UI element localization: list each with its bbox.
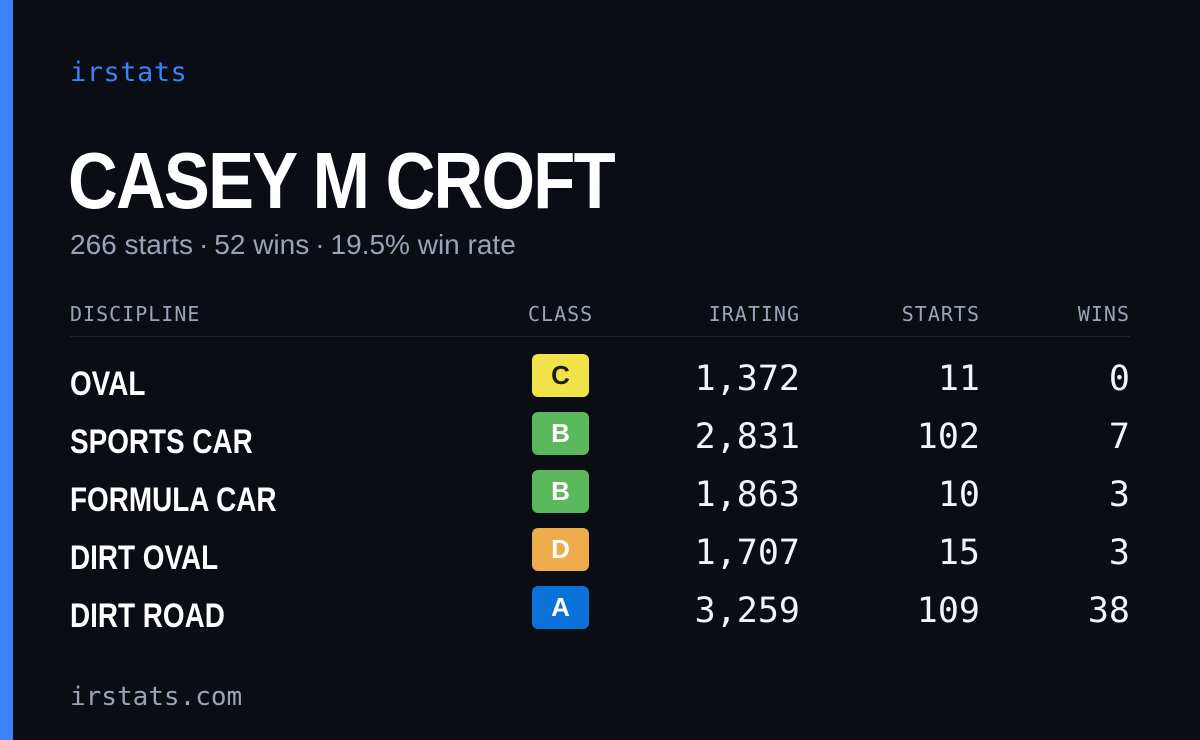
license-class-badge: B bbox=[532, 412, 589, 455]
table-row: DIRT ROAD A 3,259 109 38 bbox=[70, 586, 1130, 644]
separator: · bbox=[315, 229, 325, 260]
header-divider bbox=[70, 336, 1130, 337]
starts-value: 10 bbox=[937, 475, 980, 515]
header-class: CLASS bbox=[528, 302, 594, 326]
irating-value: 2,831 bbox=[694, 417, 800, 457]
header-discipline: DISCIPLINE bbox=[70, 302, 201, 326]
header-wins: WINS bbox=[1077, 302, 1130, 326]
table-row: FORMULA CAR B 1,863 10 3 bbox=[70, 470, 1130, 528]
irating-value: 1,372 bbox=[694, 359, 800, 399]
wins-value: 38 bbox=[1087, 591, 1130, 631]
table-row: OVAL C 1,372 11 0 bbox=[70, 354, 1130, 412]
starts-total: 266 starts bbox=[70, 229, 193, 260]
discipline-name: DIRT OVAL bbox=[70, 539, 219, 577]
irating-value: 1,863 bbox=[694, 475, 800, 515]
separator: · bbox=[198, 229, 209, 260]
brand-logo[interactable]: irstats bbox=[70, 57, 188, 88]
starts-value: 102 bbox=[916, 417, 980, 457]
license-class-badge: B bbox=[532, 470, 589, 513]
driver-name: CASEY M CROFT bbox=[68, 136, 616, 225]
accent-bar bbox=[0, 0, 13, 740]
discipline-name: OVAL bbox=[70, 365, 146, 403]
license-class-badge: D bbox=[532, 528, 589, 571]
license-class-badge: A bbox=[532, 586, 589, 629]
discipline-name: DIRT ROAD bbox=[70, 597, 225, 635]
header-starts: STARTS bbox=[901, 302, 980, 326]
driver-summary: 266 starts · 52 wins · 19.5% win rate bbox=[70, 228, 516, 262]
discipline-name: SPORTS CAR bbox=[70, 423, 253, 461]
footer-url[interactable]: irstats.com bbox=[70, 682, 243, 712]
license-class-badge: C bbox=[532, 354, 589, 397]
table-header: DISCIPLINE CLASS IRATING STARTS WINS bbox=[70, 300, 1130, 328]
irating-value: 1,707 bbox=[694, 533, 800, 573]
discipline-name: FORMULA CAR bbox=[70, 481, 277, 519]
wins-value: 3 bbox=[1108, 475, 1130, 515]
wins-value: 3 bbox=[1108, 533, 1130, 573]
wins-value: 7 bbox=[1108, 417, 1130, 457]
discipline-table: OVAL C 1,372 11 0 SPORTS CAR B 2,831 102… bbox=[70, 354, 1130, 644]
starts-value: 11 bbox=[937, 359, 980, 399]
table-row: DIRT OVAL D 1,707 15 3 bbox=[70, 528, 1130, 586]
wins-total: 52 wins bbox=[214, 229, 310, 260]
starts-value: 109 bbox=[916, 591, 980, 631]
starts-value: 15 bbox=[937, 533, 980, 573]
table-row: SPORTS CAR B 2,831 102 7 bbox=[70, 412, 1130, 470]
irating-value: 3,259 bbox=[694, 591, 800, 631]
wins-value: 0 bbox=[1108, 359, 1130, 399]
win-rate: 19.5% win rate bbox=[330, 229, 516, 260]
header-irating: IRATING bbox=[708, 302, 800, 326]
